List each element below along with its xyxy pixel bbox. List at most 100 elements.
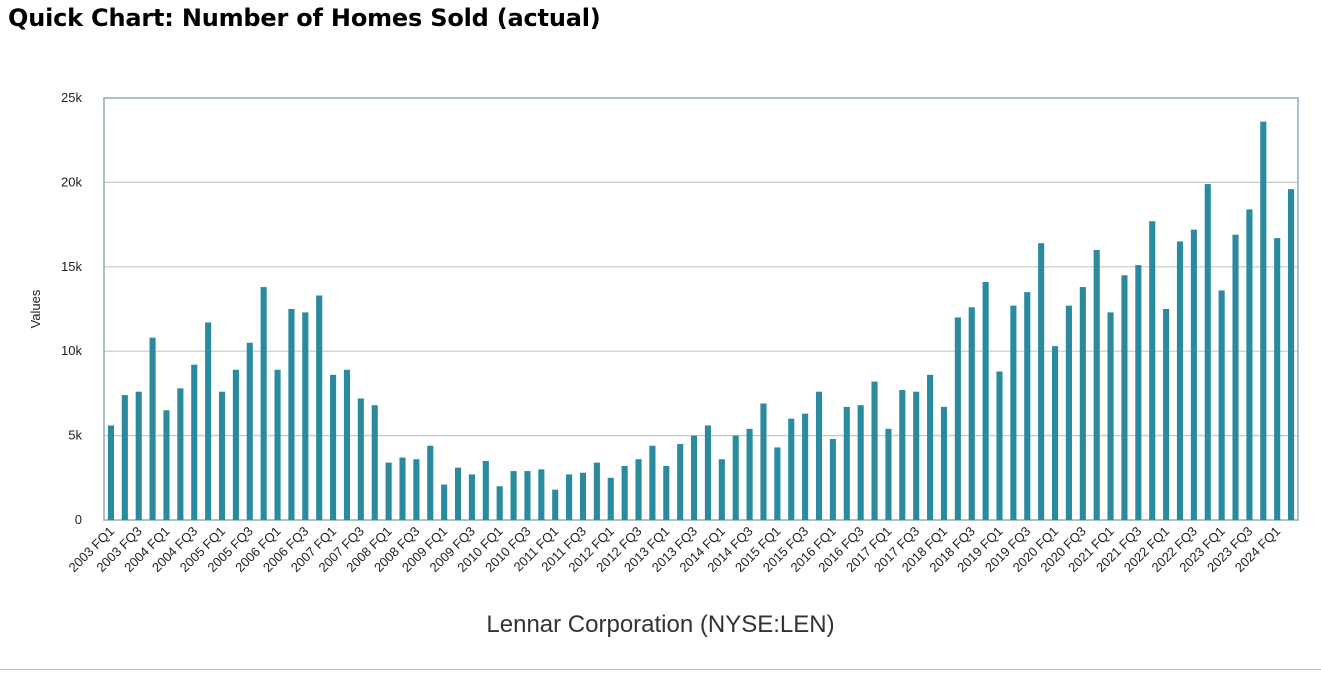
bar [732, 435, 739, 520]
bar [1218, 290, 1225, 520]
bar [1065, 305, 1072, 520]
bar [163, 410, 170, 520]
bar [468, 474, 475, 520]
bar [954, 317, 961, 520]
bar [496, 486, 503, 520]
bar [288, 309, 295, 520]
bar [177, 388, 184, 520]
bar [1190, 229, 1197, 520]
y-tick-label: 5k [68, 428, 82, 443]
bar [1079, 287, 1086, 520]
bar [1274, 238, 1281, 520]
bar [857, 405, 864, 520]
y-tick-label: 20k [61, 174, 82, 189]
bar [316, 295, 323, 520]
bar [371, 405, 378, 520]
bar [649, 445, 656, 520]
bar [552, 489, 559, 520]
bar [1246, 209, 1253, 520]
bar [385, 462, 392, 520]
y-axis-title: Values [28, 289, 43, 328]
plot-frame [103, 97, 1299, 521]
bar [774, 447, 781, 520]
y-tick-label: 25k [61, 90, 82, 105]
bar [677, 444, 684, 520]
bar [482, 460, 489, 520]
gridlines [104, 181, 1298, 437]
bar [996, 371, 1003, 520]
bar [510, 471, 517, 520]
bar [913, 391, 920, 520]
bar [107, 425, 114, 520]
bar [940, 406, 948, 520]
bar [1260, 121, 1267, 520]
y-tick-label: 0 [75, 512, 82, 527]
bar [399, 457, 406, 520]
bar [1038, 243, 1045, 521]
bar [815, 391, 823, 520]
bar [218, 391, 226, 520]
bar [871, 381, 878, 520]
bar [968, 307, 975, 520]
bar [1163, 309, 1170, 520]
bar [538, 469, 545, 520]
bar [1051, 346, 1059, 520]
bar [246, 342, 253, 520]
bar [1107, 312, 1114, 520]
bar [1093, 249, 1100, 521]
bars [107, 121, 1295, 521]
bar [427, 445, 434, 520]
bar [1010, 305, 1017, 520]
bar [704, 425, 711, 520]
bar [121, 395, 128, 520]
bar [691, 435, 698, 520]
bar [413, 459, 420, 520]
bar [205, 322, 212, 520]
bar [607, 477, 614, 520]
bar [802, 413, 809, 520]
bar [149, 337, 156, 520]
bar [885, 428, 892, 520]
bar [454, 467, 462, 520]
bar [829, 438, 836, 520]
bar [927, 374, 934, 520]
bar [1135, 265, 1142, 520]
divider [0, 669, 1321, 670]
bar [635, 459, 642, 520]
bar [1121, 275, 1128, 520]
bar [760, 403, 767, 520]
bar [260, 287, 267, 520]
bar [718, 459, 725, 520]
x-axis-caption: Lennar Corporation (NYSE:LEN) [486, 611, 835, 638]
bar [135, 391, 142, 520]
bar [330, 374, 337, 520]
bar [899, 390, 906, 520]
bar [982, 281, 989, 520]
bar [343, 369, 351, 520]
bar [663, 465, 670, 520]
y-tick-label: 10k [61, 343, 82, 358]
bar [1149, 221, 1156, 520]
y-axis-labels: 0 5k 10k 15k 20k 25k [61, 90, 82, 527]
bar [357, 398, 364, 520]
bar [1024, 292, 1031, 520]
bar [274, 369, 281, 520]
bar [566, 474, 573, 520]
bar [788, 418, 795, 520]
bar [621, 465, 628, 520]
chart-title: Quick Chart: Number of Homes Sold (actua… [8, 4, 601, 32]
bar [593, 462, 600, 520]
bar [524, 471, 531, 520]
bar [1232, 234, 1239, 521]
bar [1204, 184, 1211, 520]
bar [441, 484, 448, 520]
bar [843, 406, 850, 520]
y-tick-label: 15k [61, 259, 82, 274]
bar [1288, 189, 1295, 520]
bar [579, 472, 587, 520]
bar [746, 428, 753, 520]
bar [1176, 241, 1184, 521]
bar [302, 312, 309, 520]
bar [232, 369, 239, 520]
